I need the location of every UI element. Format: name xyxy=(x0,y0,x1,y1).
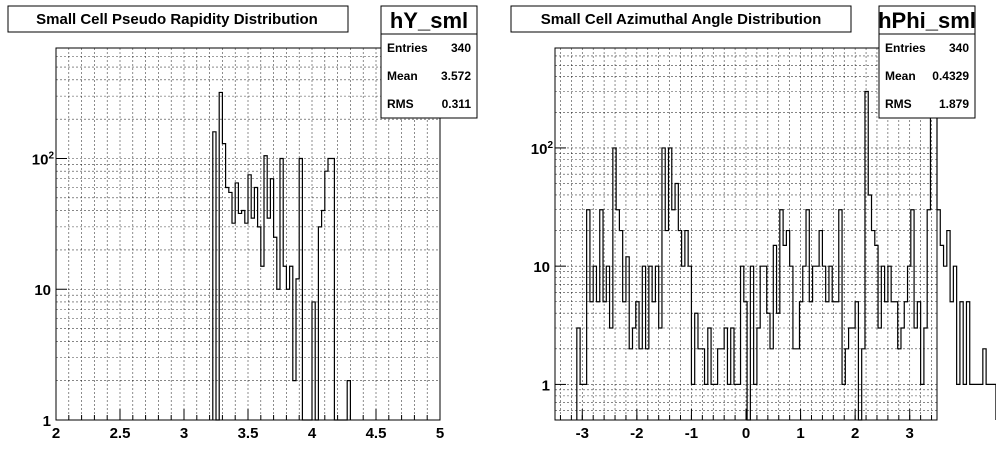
x-tick-label: -3 xyxy=(576,425,589,442)
y-tick-label: 10 xyxy=(533,259,550,276)
x-tick-label: 3 xyxy=(180,425,188,442)
x-tick-label: 3.5 xyxy=(238,425,259,442)
y-tick-label: 10 xyxy=(34,282,51,299)
title-box xyxy=(510,5,852,33)
stats-histogram-name: hY_sml xyxy=(390,8,468,33)
x-tick-label: 2 xyxy=(851,425,859,442)
x-tick-label: 2 xyxy=(52,425,60,442)
y-tick-label: 1 xyxy=(43,413,51,430)
stats-rms-label: RMS xyxy=(885,97,912,111)
x-tick-label: -2 xyxy=(630,425,643,442)
x-tick-label: 4 xyxy=(308,425,317,442)
title-box xyxy=(7,5,349,33)
histogram-series xyxy=(576,76,996,421)
chart-title: Small Cell Pseudo Rapidity Distribution xyxy=(36,11,318,28)
stats-box: hPhi_sml Entries 340 Mean 0.4329 RMS 1.879 xyxy=(878,5,976,119)
x-tick-label: -1 xyxy=(685,425,698,442)
x-tick-label: 2.5 xyxy=(110,425,131,442)
stats-mean-label: Mean xyxy=(885,69,916,83)
stats-entries-label: Entries xyxy=(885,41,926,55)
x-tick-label: 0 xyxy=(742,425,750,442)
stats-mean-label: Mean xyxy=(387,69,418,83)
y-tick-label: 102 xyxy=(531,140,554,158)
stats-box: hY_sml Entries 340 Mean 3.572 RMS 0.311 xyxy=(380,5,478,119)
x-tick-label: 1 xyxy=(796,425,804,442)
stats-histogram-name: hPhi_sml xyxy=(878,8,976,33)
stats-frame xyxy=(878,5,976,119)
y-tick-label: 102 xyxy=(32,150,55,168)
azimuthal-histogram-panel: -3 -2 -1 0 1 2 3 1 10 102 Small Cell Azimuthal Ang… xyxy=(510,5,996,442)
x-tick-label: 3 xyxy=(906,425,914,442)
stats-rms-value: 1.879 xyxy=(939,97,969,111)
stats-entries-value: 340 xyxy=(451,41,471,55)
chart-title: Small Cell Azimuthal Angle Distribution xyxy=(541,11,822,28)
stats-frame xyxy=(380,5,478,119)
stats-entries-value: 340 xyxy=(949,41,969,55)
x-tick-label: 5 xyxy=(436,425,444,442)
stats-mean-value: 0.4329 xyxy=(932,69,969,83)
y-tick-label: 1 xyxy=(542,377,550,394)
x-tick-label: 4.5 xyxy=(366,425,387,442)
stats-entries-label: Entries xyxy=(387,41,428,55)
stats-rms-label: RMS xyxy=(387,97,414,111)
stats-mean-value: 3.572 xyxy=(441,69,471,83)
histogram-series xyxy=(212,91,351,421)
stats-rms-value: 0.311 xyxy=(442,97,472,111)
rapidity-histogram-panel: 2 2.5 3 3.5 4 4.5 5 1 10 102 Small Cell Pseudo Rap… xyxy=(7,5,478,442)
